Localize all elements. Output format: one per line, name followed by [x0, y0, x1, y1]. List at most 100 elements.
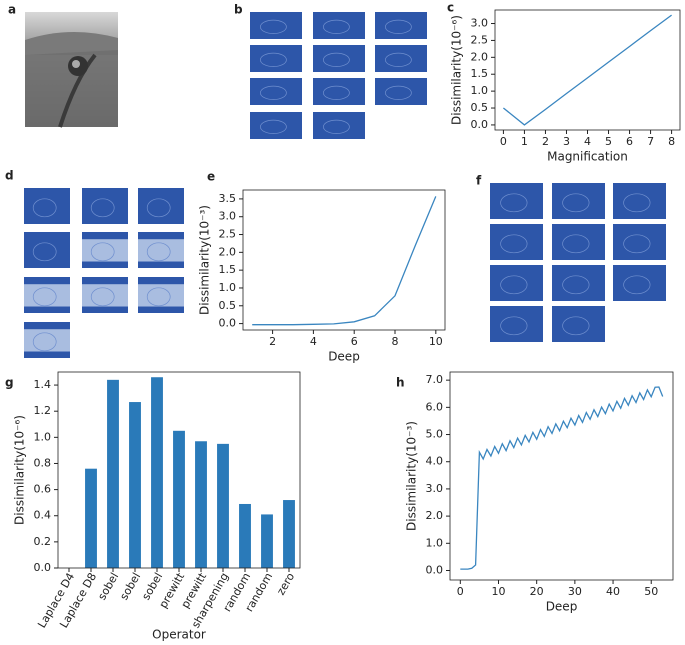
- x-tick-label: 6: [351, 335, 358, 348]
- thumbnail-detail: [385, 52, 412, 67]
- thumbnail: [82, 188, 128, 224]
- y-tick-label: 1.5: [471, 67, 489, 80]
- y-tick-label: 4.0: [426, 455, 444, 468]
- line: [502, 14, 672, 126]
- y-tick-label: 1.0: [471, 84, 489, 97]
- thumbnail-band: [82, 306, 128, 313]
- y-tick-label: 1.2: [34, 404, 52, 417]
- x-tick-label: 2: [542, 135, 549, 148]
- thumbnail-band: [138, 306, 184, 313]
- axes-frame: [57, 371, 301, 569]
- thumbnail: [313, 112, 365, 139]
- y-axis-label: Dissimilarity(10⁻⁶): [450, 15, 464, 125]
- panel-label: d: [5, 169, 14, 183]
- y-tick-label: 3.5: [219, 192, 237, 205]
- line: [252, 196, 437, 326]
- x-tick-label: 1: [521, 135, 528, 148]
- thumbnail: [375, 45, 427, 72]
- x-tick-label: 30: [568, 585, 582, 598]
- thumbnail-detail: [260, 52, 287, 67]
- thumbnail: [375, 12, 427, 39]
- thumbnail-detail: [260, 19, 287, 34]
- y-tick-label: 2.0: [471, 50, 489, 63]
- x-tick-label: 3: [563, 135, 570, 148]
- thumbnail-detail: [500, 193, 528, 213]
- thumbnail-band: [82, 261, 128, 268]
- panel-label: g: [5, 376, 14, 390]
- thumbnail: [24, 232, 70, 268]
- y-tick-label: 1.0: [426, 536, 444, 549]
- thumbnail-band: [24, 277, 70, 285]
- bar: [129, 402, 141, 568]
- thumbnail-band: [82, 277, 128, 285]
- thumbnail-detail: [90, 198, 115, 218]
- x-tick-label: sobel: [117, 571, 143, 603]
- thumbnail: [250, 45, 302, 72]
- thumbnail-detail: [623, 193, 651, 213]
- thumbnail-detail: [562, 275, 590, 295]
- y-tick-label: 3.0: [219, 210, 237, 223]
- thumbnail-detail: [623, 275, 651, 295]
- thumbnail-detail: [323, 85, 350, 100]
- x-tick-label: sobel: [95, 571, 121, 603]
- y-tick-label: 1.5: [219, 263, 237, 276]
- thumbnail: [490, 265, 543, 301]
- thumbnail-detail: [385, 85, 412, 100]
- thumbnail-detail: [32, 287, 57, 307]
- axes-frame: [242, 189, 446, 331]
- thumbnail-detail: [623, 234, 651, 254]
- thumbnail: [552, 265, 605, 301]
- thumbnail-detail: [323, 19, 350, 34]
- thumbnail-band: [82, 232, 128, 240]
- y-tick-label: 3.0: [426, 482, 444, 495]
- bar: [261, 514, 273, 568]
- thumbnail: [613, 265, 666, 301]
- thumbnail-band: [138, 261, 184, 268]
- panel-label: a: [8, 3, 16, 17]
- y-tick-label: 0.0: [34, 561, 52, 574]
- thumbnail-detail: [323, 52, 350, 67]
- y-tick-label: 3.0: [471, 17, 489, 30]
- bar: [239, 503, 251, 568]
- thumbnail-detail: [500, 275, 528, 295]
- thumbnail-detail: [260, 119, 287, 134]
- y-tick-label: 2.0: [426, 509, 444, 522]
- x-tick-label: 10: [429, 335, 443, 348]
- thumbnail-band: [24, 351, 70, 358]
- thumbnail: [490, 224, 543, 260]
- thumbnail: [552, 306, 605, 342]
- thumbnail-detail: [500, 316, 528, 336]
- thumbnail: [313, 78, 365, 105]
- x-tick-label: 8: [668, 135, 675, 148]
- bar: [173, 430, 185, 568]
- y-tick-label: 0.8: [34, 456, 52, 469]
- bar: [151, 377, 163, 568]
- thumbnail-band: [24, 306, 70, 313]
- y-tick-label: 2.0: [219, 245, 237, 258]
- thumbnail: [313, 12, 365, 39]
- x-tick-label: 7: [647, 135, 654, 148]
- y-tick-label: 7.0: [426, 373, 444, 386]
- panel-label: f: [476, 174, 482, 188]
- thumbnail-band: [138, 277, 184, 285]
- y-tick-label: 0.5: [219, 299, 237, 312]
- x-tick-label: 0: [457, 585, 464, 598]
- panel-label: e: [207, 170, 215, 184]
- thumbnail-detail: [146, 242, 171, 262]
- thumbnail-detail: [32, 242, 57, 262]
- x-tick-label: 4: [584, 135, 591, 148]
- x-tick-label: 0: [500, 135, 507, 148]
- thumbnail-band: [24, 322, 70, 330]
- bar: [217, 443, 229, 568]
- y-tick-label: 0.6: [34, 483, 52, 496]
- y-tick-label: 1.0: [34, 430, 52, 443]
- thumbnail: [250, 12, 302, 39]
- x-tick-label: 50: [644, 585, 658, 598]
- thumbnail-detail: [323, 119, 350, 134]
- bar: [107, 379, 119, 568]
- thumbnail: [552, 224, 605, 260]
- thumbnail: [250, 112, 302, 139]
- thumbnail-detail: [146, 198, 171, 218]
- line: [460, 386, 664, 570]
